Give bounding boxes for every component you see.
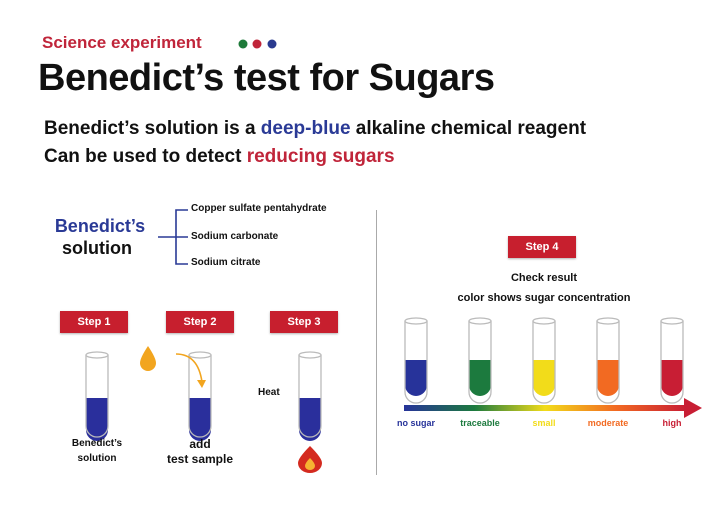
step-2-badge: Step 2 bbox=[166, 311, 234, 333]
result-label: traceable bbox=[460, 418, 500, 428]
gradient-scale-arrow bbox=[404, 405, 686, 411]
highlight-reducing-sugars: reducing sugars bbox=[246, 146, 395, 167]
intro-line-2: Can be used to detect reducing sugars bbox=[44, 146, 395, 168]
step-3-badge: Step 3 bbox=[270, 311, 338, 333]
step-1-caption: Benedict’s bbox=[71, 438, 123, 449]
dot-blue bbox=[267, 39, 277, 49]
intro-line-1: Benedict’s solution is a deep-blue alkal… bbox=[44, 118, 586, 140]
arrow-icon bbox=[175, 353, 203, 383]
dot-green bbox=[238, 39, 248, 49]
step-4-subtitle: color shows sugar concentration bbox=[457, 292, 631, 304]
dot-red bbox=[252, 39, 262, 49]
step-1-badge: Step 1 bbox=[60, 311, 128, 333]
component: Sodium citrate bbox=[191, 257, 261, 268]
arrow-head-icon bbox=[197, 380, 206, 388]
component: Copper sulfate pentahydrate bbox=[191, 203, 327, 214]
decorative-dots bbox=[238, 39, 277, 49]
test-tube-step-3 bbox=[298, 351, 322, 441]
drop-icon bbox=[140, 346, 156, 371]
step-1-caption: solution bbox=[77, 453, 117, 464]
text: Benedict’s solution is a bbox=[44, 118, 261, 139]
arrow-head-icon bbox=[684, 398, 702, 418]
step-2-caption: test sample bbox=[166, 452, 234, 466]
divider bbox=[376, 210, 377, 475]
highlight-deep-blue: deep-blue bbox=[260, 118, 351, 139]
result-label: high bbox=[662, 418, 682, 428]
text: alkaline chemical reagent bbox=[350, 118, 587, 139]
result-tubes bbox=[404, 317, 684, 404]
bracket bbox=[158, 209, 188, 265]
solution-name-1: Benedict’s bbox=[54, 216, 146, 236]
component: Sodium carbonate bbox=[191, 231, 279, 242]
kicker: Science experiment bbox=[42, 33, 202, 52]
result-label: small bbox=[532, 418, 556, 428]
step-4-title: Check result bbox=[510, 272, 578, 284]
test-tube-step-1 bbox=[85, 351, 109, 441]
page-title: Benedict’s test for Sugars bbox=[38, 57, 495, 99]
result-label: moderate bbox=[587, 418, 629, 428]
text: Can be used to detect bbox=[44, 146, 247, 167]
solution-name-2: solution bbox=[62, 238, 132, 258]
step-4-badge: Step 4 bbox=[508, 236, 576, 258]
heat-label: Heat bbox=[258, 387, 280, 398]
test-tube-step-2 bbox=[188, 351, 212, 441]
step-2-caption: add bbox=[189, 437, 211, 451]
result-label: no sugar bbox=[396, 418, 436, 428]
